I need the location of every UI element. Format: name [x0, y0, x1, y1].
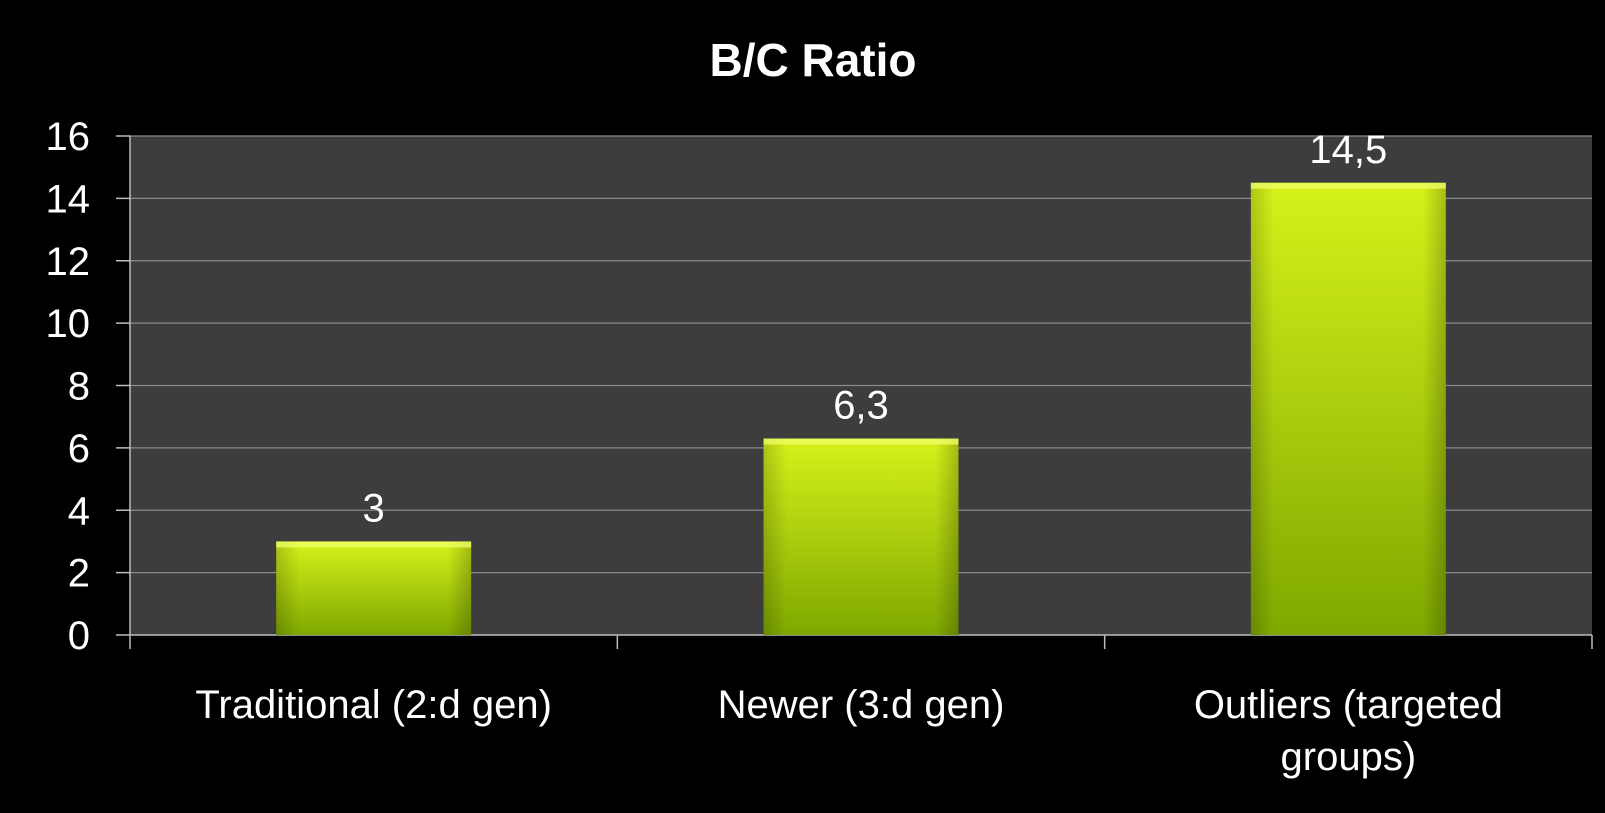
y-tick-label: 4: [68, 489, 90, 533]
y-tick-label: 2: [68, 552, 90, 596]
data-label: 6,3: [833, 384, 889, 428]
bar-shading: [1250, 182, 1446, 635]
bar-top-highlight: [763, 438, 959, 445]
y-tick-label: 12: [46, 240, 91, 284]
category-label: groups): [1281, 735, 1417, 779]
y-tick-label: 10: [46, 302, 91, 346]
bar-top-highlight: [1250, 182, 1446, 189]
y-tick-label: 0: [68, 614, 90, 658]
plot-area: 0 2 4 6 8 10 12 14 16 3 Traditional (2:d gen) 6,3 Ne…: [46, 115, 1593, 779]
data-label: 3: [363, 486, 385, 530]
bar-shading: [276, 541, 472, 635]
category-label: Traditional (2:d gen): [195, 683, 551, 727]
y-tick-label: 14: [46, 177, 91, 221]
category-label: Outliers (targeted: [1194, 683, 1503, 727]
category-label: Newer (3:d gen): [718, 683, 1005, 727]
bar-top-highlight: [276, 541, 472, 548]
y-tick-label: 8: [68, 365, 90, 409]
bar-shading: [763, 438, 959, 635]
y-tick-label: 16: [46, 115, 91, 159]
chart-title: B/C Ratio: [710, 34, 917, 86]
data-label: 14,5: [1309, 128, 1387, 172]
y-tick-label: 6: [68, 427, 90, 471]
